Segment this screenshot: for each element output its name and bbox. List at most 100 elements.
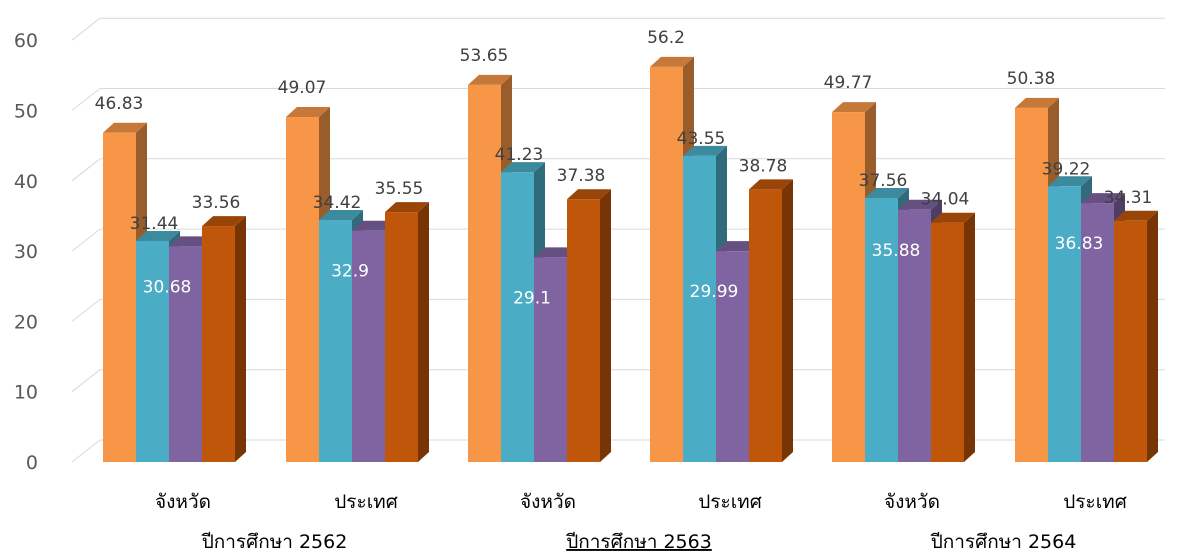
gridline-depth: [71, 17, 101, 41]
bar-front: [468, 84, 501, 462]
category-label: จังหวัด: [155, 491, 211, 513]
data-label: 39.22: [1042, 159, 1091, 179]
bar-front: [385, 212, 418, 462]
gridline-depth: [71, 158, 101, 182]
category-label: ประเทศ: [1063, 491, 1127, 513]
bar-top: [749, 179, 793, 190]
gridline-depth: [71, 299, 101, 322]
bar-top: [567, 189, 611, 200]
bar-top: [136, 230, 180, 241]
data-label: 29.99: [690, 282, 739, 302]
bar-top: [931, 212, 975, 223]
bar-top: [468, 74, 512, 85]
bar-front: [1015, 107, 1048, 462]
data-label: 34.42: [313, 193, 362, 213]
gridline-depth: [71, 439, 101, 463]
y-tick-label: 50: [14, 101, 38, 123]
bar-top: [898, 199, 942, 210]
bar: [931, 212, 975, 462]
bar-front: [683, 155, 716, 462]
bar-top: [683, 145, 727, 156]
bar-side: [235, 216, 246, 462]
group-label: ปีการศึกษา 2564: [930, 531, 1076, 553]
bar-front: [136, 240, 169, 462]
data-label: 31.44: [130, 214, 179, 234]
bar-front: [103, 132, 136, 462]
bar-front: [865, 197, 898, 463]
bar-top: [865, 187, 909, 198]
data-label: 34.04: [921, 190, 970, 210]
bar-front: [534, 257, 567, 462]
bar-top: [319, 210, 363, 221]
bar-side: [418, 202, 429, 462]
bar-side: [964, 212, 975, 462]
bar-front: [169, 246, 202, 462]
group-label: ปีการศึกษา 2563: [565, 531, 711, 553]
bar-front: [319, 220, 352, 462]
category-label: ประเทศ: [334, 491, 398, 513]
data-label: 56.2: [647, 28, 685, 48]
bar-front: [286, 117, 319, 462]
data-label: 38.78: [739, 156, 788, 176]
bar-top: [1114, 210, 1158, 221]
bar-top: [1015, 97, 1059, 108]
bar-top: [103, 122, 147, 133]
bar-side: [600, 189, 611, 462]
category-label: ประเทศ: [698, 491, 762, 513]
data-label: 37.38: [557, 166, 606, 186]
data-label: 29.1: [513, 288, 551, 308]
data-label: 35.55: [375, 179, 424, 199]
data-labels: 46.83 49.07 53.65 56.2 49.77 50.38 31.44 34.42 4…: [95, 28, 1153, 309]
bar-side: [1147, 210, 1158, 462]
data-label: 50.38: [1007, 69, 1056, 89]
y-tick-label: 10: [14, 382, 38, 404]
bar-top: [202, 216, 246, 227]
bar: [567, 189, 611, 462]
bar-top: [501, 162, 545, 173]
bar-top: [385, 202, 429, 213]
data-label: 30.68: [143, 277, 192, 297]
bar-top: [1081, 193, 1125, 204]
bars: [103, 56, 1158, 463]
bar: [385, 202, 429, 462]
category-label: จังหวัด: [884, 491, 940, 513]
y-tick-label: 40: [14, 171, 38, 193]
y-tick-label: 30: [14, 241, 38, 263]
bar-front: [352, 230, 385, 462]
bar-front: [832, 112, 865, 463]
bar-top: [650, 56, 694, 67]
data-label: 34.31: [1104, 188, 1153, 208]
bar-front: [567, 199, 600, 462]
data-label: 36.83: [1055, 234, 1104, 254]
bar-top: [286, 107, 330, 118]
bar-front: [650, 66, 683, 462]
bar-front: [1081, 203, 1114, 463]
bar-front: [749, 189, 782, 463]
bar: [202, 216, 246, 462]
y-tick-label: 60: [14, 30, 38, 52]
bar-top: [1048, 176, 1092, 187]
data-label: 43.55: [677, 129, 726, 149]
bar-front: [1114, 220, 1147, 462]
data-label: 53.65: [460, 46, 509, 66]
data-label: 49.07: [278, 78, 327, 98]
data-label: 32.9: [331, 262, 369, 282]
y-axis-ticks: 0 10 20 30 40 50 60: [14, 30, 38, 474]
gridline-depth: [71, 88, 101, 111]
gridline-depth: [71, 369, 101, 393]
data-label: 33.56: [192, 193, 241, 213]
bar-front: [202, 226, 235, 462]
data-label: 41.23: [495, 145, 544, 165]
bar-front: [1048, 186, 1081, 463]
x-axis-labels: จังหวัด ประเทศ จังหวัด ประเทศ จังหวัด ประเทศป…: [155, 491, 1127, 553]
category-label: จังหวัด: [520, 491, 576, 513]
y-tick-label: 0: [26, 452, 38, 474]
gridline-depth: [71, 228, 101, 252]
bar-front: [716, 251, 749, 462]
bar: [749, 179, 793, 463]
data-label: 46.83: [95, 94, 144, 114]
bar-side: [782, 179, 793, 463]
y-tick-label: 20: [14, 311, 38, 333]
bar-top: [832, 102, 876, 113]
